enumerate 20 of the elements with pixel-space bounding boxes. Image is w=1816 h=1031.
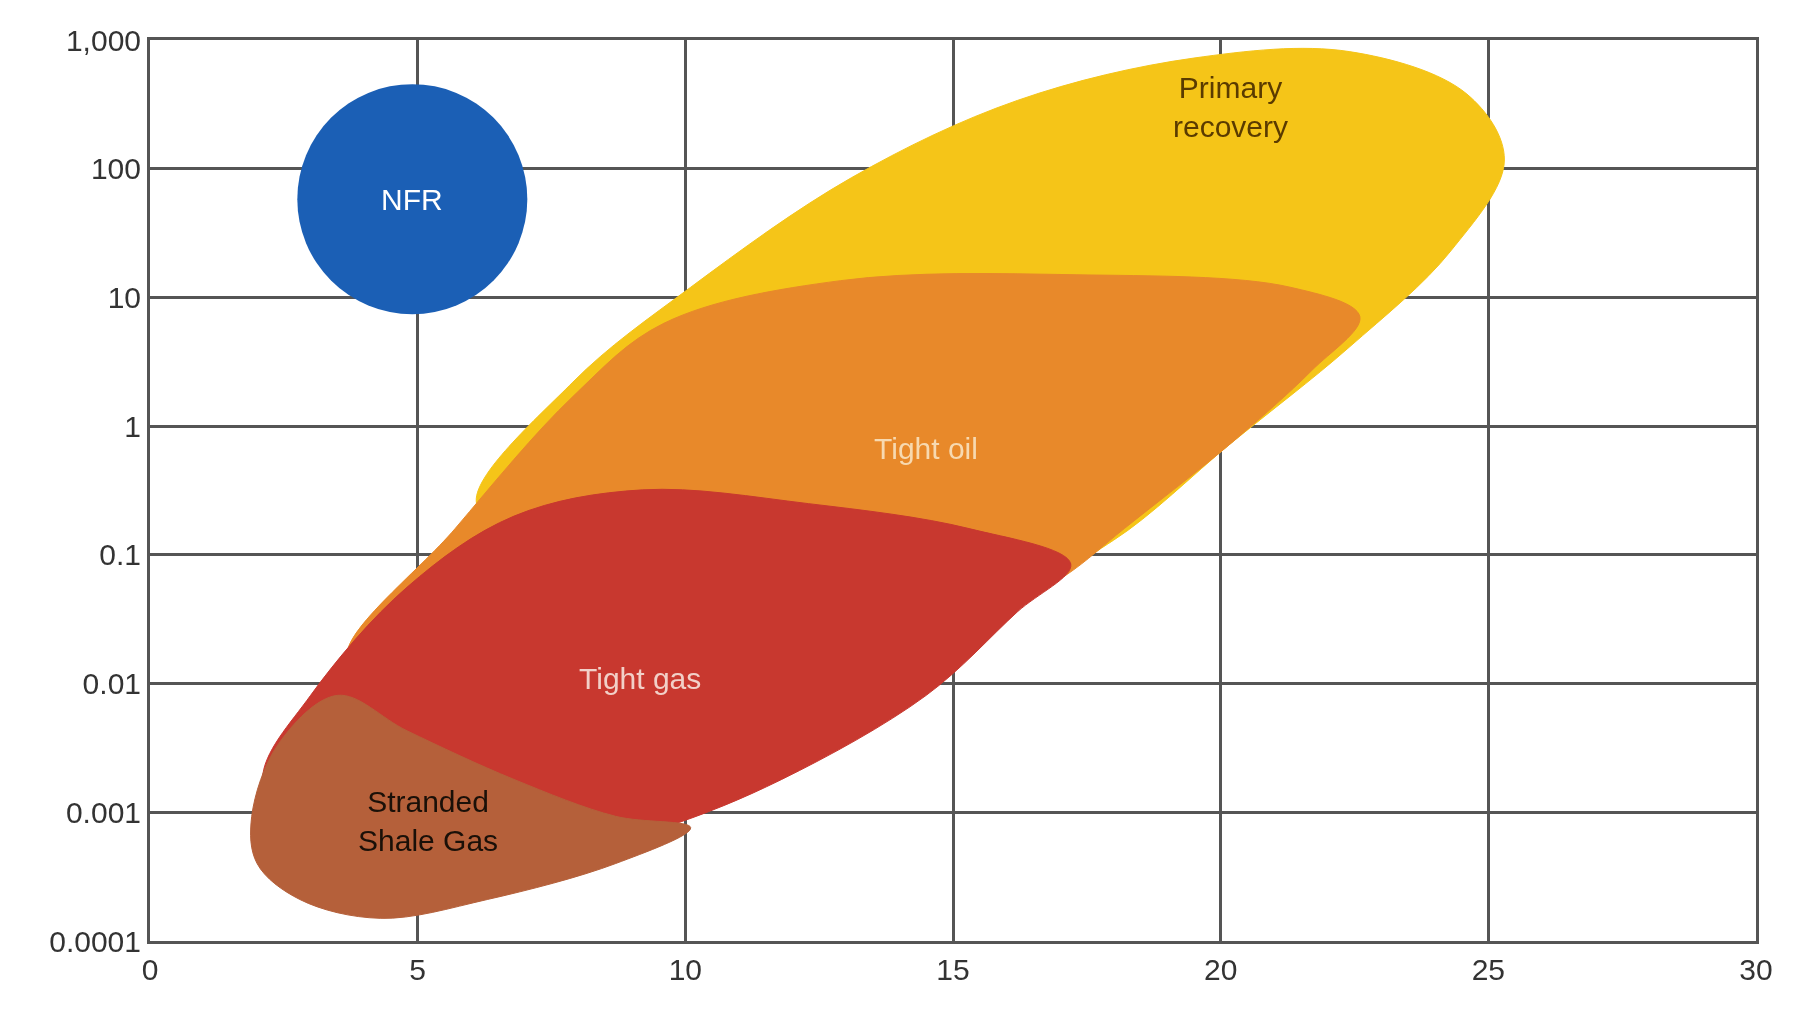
y-tick-label: 10: [107, 280, 141, 314]
y-tick-label: 0.1: [99, 538, 141, 572]
x-tick-label: 10: [668, 953, 703, 986]
y-tick-label: 0.01: [82, 667, 141, 701]
x-tick-label: 25: [1471, 953, 1506, 986]
series-label: Tight oil: [874, 432, 978, 465]
x-tick-label: 30: [1739, 953, 1773, 986]
x-tick-label: 5: [409, 953, 427, 986]
y-tick-label: 0.001: [65, 795, 141, 829]
x-tick-label: 15: [936, 953, 970, 986]
x-tick-label: 0: [141, 953, 159, 986]
y-tick-label: 0.0001: [49, 924, 141, 958]
y-tick-label: 100: [90, 152, 141, 186]
y-tick-label: 1,000: [65, 23, 141, 57]
series-label: Primary recovery: [1173, 71, 1289, 143]
y-tick-label: 1: [124, 409, 141, 443]
series-label: Stranded Shale Gas: [358, 785, 499, 857]
x-tick-label: 20: [1203, 953, 1238, 986]
series-label: NFR: [381, 183, 443, 216]
series-label: Tight gas: [579, 662, 702, 695]
